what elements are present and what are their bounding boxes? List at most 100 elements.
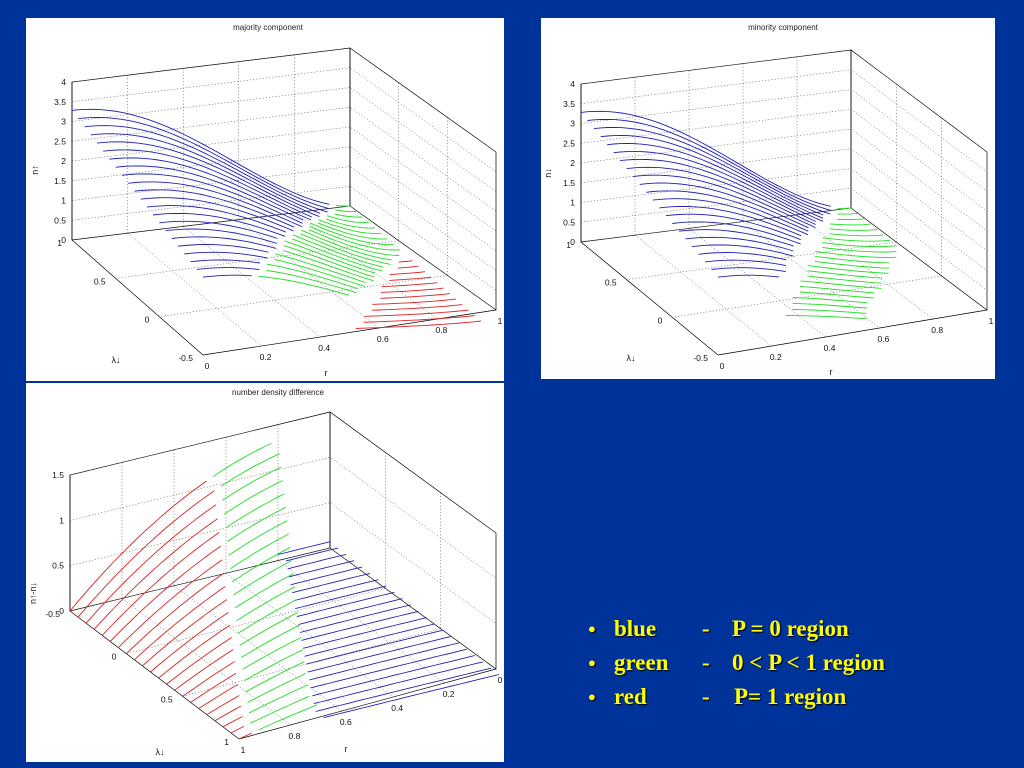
red-region-curve [230,725,245,734]
blue-region-curve [103,149,312,218]
green-region-curve [284,240,375,274]
blue-region-curve [307,636,451,673]
x-tick-label: 0.6 [377,334,389,344]
blue-region-curve [128,181,303,228]
green-region-curve [822,242,897,248]
green-region-curve [258,704,318,731]
red-region-curve [134,586,226,661]
z-tick-label: 0.5 [54,215,66,225]
green-region-curve [248,684,308,714]
legend-dash: - [702,650,710,675]
x-tick-label: 0.4 [824,343,836,353]
z-gridline [580,89,988,192]
blue-region-curve [165,228,277,244]
z-gridline [580,187,988,291]
green-region-curve [212,442,272,477]
red-region-curve [150,612,229,673]
green-region-curve [336,205,351,207]
green-region-curve [822,237,891,242]
y-tick-label: 0 [145,315,150,325]
green-region-curve [223,480,283,515]
z-tick-label: 2.5 [563,138,575,148]
green-region-curve [275,253,366,283]
z-gridline [71,47,497,153]
x-axis-label: r [345,744,348,754]
green-region-curve [309,225,400,251]
red-region-curve [77,490,215,618]
blue-region-curve [292,572,371,594]
z-tick-label: 2 [570,158,575,168]
red-region-curve [397,265,419,269]
red-region-curve [380,293,450,299]
red-region-curve [117,559,223,648]
green-region-curve [836,218,865,220]
floor-gridline [225,572,394,698]
z-tick-label: 2.5 [54,136,66,146]
red-region-curve [372,298,457,305]
y-tick-label: -0.5 [178,353,193,363]
legend-label: blue [614,616,657,641]
green-region-curve [792,297,868,304]
green-region-curve [282,250,374,282]
x-tick-label: 0.8 [931,325,943,335]
blue-region-curve [704,259,787,267]
z-tick-label: 4 [570,79,575,89]
minority-component-plot: 0 0.5 1 1.5 2 2.5 3 3.5 4 0 0.2 0.4 0.6 0.8 1 -0.5 0 0.5 1… [541,18,995,379]
blue-region-curve [96,141,320,218]
x-tick-label: 0 [720,361,725,371]
blue-region-curve [312,655,476,697]
green-region-curve [228,520,288,556]
green-region-curve [274,259,366,287]
z-gridline [580,128,988,232]
y-tick-label: -0.5 [693,353,708,363]
green-region-curve [291,238,383,272]
blue-region-curve [665,213,801,241]
red-region-curve [190,672,237,703]
green-region-curve [220,453,280,487]
green-region-curve [236,586,296,622]
blue-region-curve [71,108,330,205]
blue-region-curve [146,205,287,233]
x-tick-label: 1 [498,316,503,326]
red-region-curve [101,532,220,636]
green-region-curve [334,213,363,218]
blue-region-curve [600,135,824,216]
z-tick-label: 0 [61,235,66,245]
floor-gridline [277,560,445,684]
legend-desc: P = 0 region [732,616,849,641]
red-region-curve [85,504,217,624]
blue-region-curve [285,547,339,562]
blue-region-curve [153,212,286,237]
z-gridline [69,457,497,579]
blue-region-curve [295,585,387,610]
red-region-curve [142,599,228,667]
plot-group: 0 0.5 1 1.5 2 2.5 3 3.5 4 0 0.2 0.4 0.6 0.8 1 -0.5 0 0.5 1… [30,23,503,378]
z-gridline [69,411,497,534]
red-region-curve [182,661,235,697]
red-region-curve [206,695,240,715]
green-region-curve [814,255,890,264]
z-gridline [71,185,497,291]
blue-region-curve [587,118,831,211]
green-region-curve [800,285,875,294]
floor-gridline [159,275,448,317]
red-region-curve [364,309,469,317]
blue-region-curve [659,206,802,237]
x-tick-label: 1 [989,316,994,326]
blue-region-curve [296,591,395,618]
green-region-curve [310,222,394,246]
blue-region-curve [626,166,816,225]
z-gridline [71,126,497,232]
blue-region-curve [652,198,809,236]
z-tick-label: 4 [61,77,66,87]
blue-region-curve [593,126,831,215]
green-region-curve [317,222,388,240]
blue-region-curve [184,251,268,259]
minority-component-svg: 0 0.5 1 1.5 2 2.5 3 3.5 4 0 0.2 0.4 0.6 0.8 1 -0.5 0 0.5 1… [543,23,994,377]
floor-edge [202,309,497,356]
blue-region-curve [301,610,419,641]
y-tick-label: 0.5 [161,694,173,704]
y-tick-label: 1 [566,240,571,250]
red-region-curve [174,649,234,691]
